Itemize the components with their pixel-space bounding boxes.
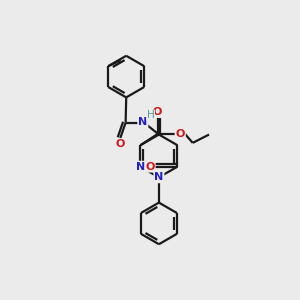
Text: O: O: [176, 129, 185, 139]
Text: N: N: [154, 172, 164, 182]
Text: O: O: [153, 107, 162, 117]
Text: O: O: [115, 139, 125, 149]
Text: N: N: [138, 117, 148, 127]
Text: H: H: [147, 110, 154, 120]
Text: O: O: [146, 162, 155, 172]
Text: N: N: [136, 162, 145, 172]
